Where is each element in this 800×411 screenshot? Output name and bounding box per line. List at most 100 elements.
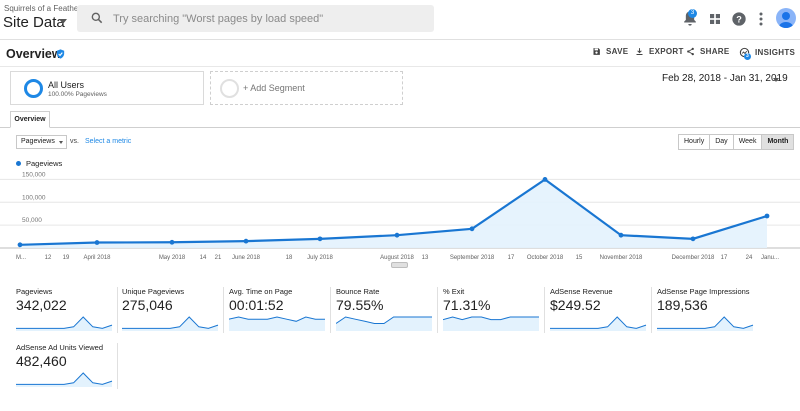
data-point	[690, 236, 696, 242]
x-tick-label: July 2018	[307, 255, 333, 261]
add-segment-label: + Add Segment	[243, 83, 305, 93]
series-line	[19, 178, 768, 246]
scorecard[interactable]: AdSense Ad Units Viewed 482,460	[16, 343, 116, 389]
select-metric-link[interactable]: Select a metric	[85, 138, 132, 145]
sparkline-line	[657, 316, 754, 329]
segment-title: All Users	[48, 80, 85, 90]
scorecard-value: 482,460	[16, 353, 67, 369]
sparkline-area	[229, 317, 325, 331]
help-icon[interactable]: ?	[729, 9, 749, 29]
y-tick-label: 50,000	[22, 217, 42, 224]
scorecard-divider	[117, 287, 118, 333]
more-vert-icon[interactable]	[751, 9, 771, 29]
x-tick-label: 18	[286, 255, 293, 261]
scorecard[interactable]: Unique Pageviews 275,046	[122, 287, 222, 333]
export-button[interactable]: EXPORT	[635, 47, 684, 56]
sparkline-line	[122, 316, 219, 329]
sparkline-area	[122, 317, 218, 331]
period-week[interactable]: Week	[732, 135, 762, 149]
vs-label: vs.	[70, 138, 79, 145]
scorecard-label: AdSense Ad Units Viewed	[16, 343, 104, 352]
pageviews-chart[interactable]: 50,000 100,000 150,000 M... 12 19 April 2018 Ma…	[0, 168, 800, 268]
search-bar[interactable]	[77, 5, 434, 32]
scorecard-label: AdSense Revenue	[550, 287, 613, 296]
insights-icon: 3	[739, 47, 751, 60]
search-input[interactable]	[113, 5, 423, 32]
sparkline-line	[229, 316, 325, 322]
scorecard[interactable]: Avg. Time on Page 00:01:52	[229, 287, 329, 333]
chart-scroll-handle[interactable]	[391, 262, 408, 268]
x-tick-label: 14	[200, 255, 207, 261]
property-selector[interactable]: Site Data	[3, 14, 65, 31]
data-point	[542, 177, 548, 182]
metric-selector[interactable]: Pageviews	[16, 135, 67, 149]
x-tick-label: 15	[576, 255, 583, 261]
chevron-down-icon[interactable]	[773, 78, 779, 82]
period-day[interactable]: Day	[709, 135, 733, 149]
segment-placeholder-icon	[220, 79, 239, 98]
data-point	[17, 242, 23, 248]
x-tick-label: November 2018	[600, 255, 643, 261]
scorecard-divider	[330, 287, 331, 333]
scorecard-label: Unique Pageviews	[122, 287, 185, 296]
apps-grid-icon[interactable]	[705, 9, 725, 29]
x-tick-label: December 2018	[672, 255, 715, 261]
sparkline-line	[550, 316, 647, 329]
series-area	[20, 179, 767, 248]
x-tick-label: 13	[422, 255, 429, 261]
x-tick-label: April 2018	[83, 255, 111, 261]
x-tick-label: June 2018	[232, 255, 261, 261]
scorecard-value: 00:01:52	[229, 297, 284, 313]
x-tick-label: 21	[215, 255, 222, 261]
save-icon	[593, 48, 600, 55]
scorecard-value: 342,022	[16, 297, 67, 313]
share-label: SHARE	[700, 47, 730, 56]
top-bar: Squirrels of a Feather Site Data 3 ?	[0, 0, 800, 40]
scorecard-value: 71.31%	[443, 297, 491, 313]
avatar[interactable]	[776, 8, 796, 28]
chevron-down-icon[interactable]	[59, 19, 67, 24]
insights-button[interactable]: 3 INSIGHTS	[739, 47, 795, 60]
share-button[interactable]: SHARE	[686, 47, 730, 56]
y-tick-label: 100,000	[22, 194, 46, 201]
scorecard[interactable]: AdSense Revenue $249.52	[550, 287, 650, 333]
tab-overview[interactable]: Overview	[10, 111, 50, 128]
user-icon	[779, 12, 793, 28]
scorecard[interactable]: AdSense Page Impressions 189,536	[657, 287, 757, 333]
data-point	[469, 226, 475, 232]
scorecard-divider	[544, 287, 545, 333]
scorecard-value: 189,536	[657, 297, 708, 313]
scorecard[interactable]: Bounce Rate 79.55%	[336, 287, 436, 333]
period-hourly[interactable]: Hourly	[679, 135, 710, 149]
date-range-picker[interactable]: Feb 28, 2018 - Jan 31, 2019	[662, 73, 788, 84]
save-button[interactable]: SAVE	[592, 47, 628, 56]
y-tick-label: 150,000	[22, 171, 46, 178]
scorecard-value: 79.55%	[336, 297, 384, 313]
scorecard[interactable]: % Exit 71.31%	[443, 287, 543, 333]
segment-all-users[interactable]: All Users 100.00% Pageviews	[10, 71, 204, 105]
x-tick-label: August 2018	[380, 255, 414, 261]
sparkline-line	[16, 316, 113, 329]
scorecard-label: Pageviews	[16, 287, 53, 296]
sparkline-area	[443, 317, 539, 331]
data-point	[94, 240, 100, 245]
x-tick-label: 19	[63, 255, 70, 261]
data-point	[618, 232, 624, 238]
verified-shield-icon	[56, 49, 65, 59]
svg-text:?: ?	[736, 14, 742, 24]
x-tick-label: October 2018	[527, 255, 564, 261]
scorecard[interactable]: Pageviews 342,022	[16, 287, 116, 333]
x-tick-label: Janu...	[761, 255, 779, 261]
sparkline	[229, 316, 325, 331]
sparkline-area	[16, 373, 112, 387]
period-toggle-group: Hourly Day Week Month	[678, 134, 795, 150]
x-tick-label: May 2018	[159, 255, 186, 261]
period-month[interactable]: Month	[761, 135, 794, 149]
add-segment-button[interactable]: + Add Segment	[210, 71, 403, 105]
scorecard-label: % Exit	[443, 287, 465, 296]
segment-subtitle: 100.00% Pageviews	[48, 91, 107, 98]
share-icon	[687, 47, 694, 56]
search-icon	[91, 12, 103, 24]
account-name[interactable]: Squirrels of a Feather	[4, 4, 81, 13]
sparkline-area	[16, 317, 112, 331]
